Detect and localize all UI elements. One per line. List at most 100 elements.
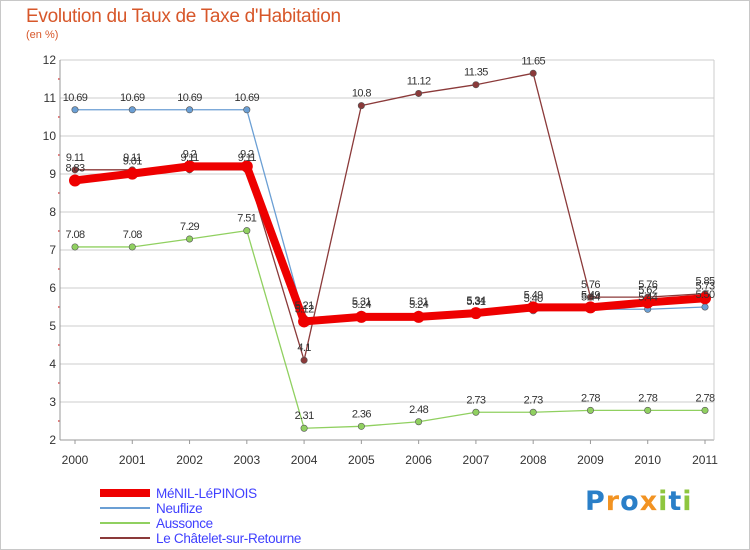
data-label: 5.49 bbox=[524, 289, 543, 301]
data-point bbox=[641, 296, 654, 309]
data-point bbox=[128, 106, 136, 114]
data-point bbox=[584, 301, 597, 314]
data-label: 9.01 bbox=[123, 156, 142, 168]
data-label: 9.2 bbox=[240, 148, 254, 160]
data-label: 10.69 bbox=[63, 92, 88, 104]
y-tick-label: 11 bbox=[44, 91, 57, 105]
x-tick-label: 2009 bbox=[577, 453, 604, 467]
data-label: 2.73 bbox=[524, 394, 543, 406]
chart-subtitle: (en %) bbox=[26, 29, 59, 41]
y-tick-label: 10 bbox=[43, 129, 57, 143]
data-point bbox=[357, 102, 365, 110]
data-point bbox=[469, 307, 482, 320]
data-point bbox=[701, 406, 709, 414]
data-label: 5.44 bbox=[581, 291, 600, 303]
logo-letter: t bbox=[668, 486, 683, 517]
data-point bbox=[415, 89, 423, 97]
legend-item: Aussonce bbox=[100, 516, 400, 531]
y-tick-label: 8 bbox=[49, 205, 56, 219]
data-label: 2.78 bbox=[638, 392, 657, 404]
series-line bbox=[74, 162, 706, 326]
legend-swatch bbox=[100, 507, 150, 509]
data-point bbox=[71, 166, 79, 174]
data-label: 9.11 bbox=[66, 152, 85, 164]
data-point bbox=[186, 106, 194, 114]
data-label: 11.65 bbox=[521, 55, 545, 67]
data-label: 5.31 bbox=[409, 296, 428, 308]
legend-label: Le Châtelet-sur-Retourne bbox=[156, 531, 302, 546]
logo-letter: i bbox=[682, 486, 693, 517]
data-point bbox=[472, 408, 480, 416]
data-point bbox=[415, 418, 423, 426]
legend-item: MéNIL-LéPINOIS bbox=[100, 486, 400, 501]
legend-label: Neuflize bbox=[156, 501, 203, 516]
data-point bbox=[186, 235, 194, 243]
data-point bbox=[412, 310, 425, 323]
legend-swatch bbox=[100, 537, 150, 539]
data-label: 5.24 bbox=[352, 299, 371, 311]
data-label: 5.85 bbox=[695, 276, 714, 288]
data-point bbox=[699, 292, 711, 305]
data-label: 5.21 bbox=[295, 300, 314, 312]
data-label: 2.36 bbox=[352, 408, 371, 420]
data-label: 2.78 bbox=[695, 392, 714, 404]
legend: MéNIL-LéPINOIS Neuflize Aussonce Le Châtele… bbox=[100, 486, 400, 546]
x-tick-label: 2006 bbox=[405, 453, 432, 467]
legend-swatch bbox=[100, 522, 150, 524]
data-point bbox=[529, 69, 537, 77]
data-point bbox=[701, 303, 709, 311]
legend-item: Neuflize bbox=[100, 501, 400, 516]
data-point bbox=[71, 243, 79, 251]
x-tick-label: 2002 bbox=[176, 453, 203, 467]
legend-swatch bbox=[100, 489, 150, 497]
x-tick-label: 2008 bbox=[520, 453, 547, 467]
data-label: 2.31 bbox=[295, 410, 314, 422]
data-point bbox=[586, 406, 594, 414]
data-point bbox=[183, 160, 196, 173]
data-label: 5.12 bbox=[295, 303, 314, 315]
data-label: 10.8 bbox=[352, 88, 371, 100]
data-point bbox=[644, 406, 652, 414]
data-label: 7.08 bbox=[123, 229, 142, 241]
data-label: 9.11 bbox=[238, 152, 257, 164]
data-label: 7.29 bbox=[180, 221, 199, 233]
data-label: 2.73 bbox=[466, 394, 485, 406]
data-point bbox=[69, 174, 81, 187]
data-label: 5.40 bbox=[524, 293, 543, 305]
data-label: 5.34 bbox=[466, 295, 485, 307]
data-point bbox=[472, 81, 480, 89]
data-point bbox=[355, 310, 368, 323]
data-point bbox=[243, 106, 251, 114]
data-label: 9.2 bbox=[183, 148, 197, 160]
x-tick-label: 2004 bbox=[291, 453, 318, 467]
data-point bbox=[527, 301, 540, 314]
y-tick-label: 3 bbox=[49, 395, 56, 409]
data-label: 2.48 bbox=[409, 404, 428, 416]
proxiti-logo: Proxiti bbox=[585, 486, 693, 517]
data-point bbox=[357, 422, 365, 430]
data-label: 5.76 bbox=[638, 279, 657, 291]
data-label: 10.69 bbox=[235, 92, 260, 104]
y-tick-label: 9 bbox=[49, 167, 56, 181]
logo-letter: r bbox=[605, 486, 621, 517]
x-tick-label: 2007 bbox=[463, 453, 490, 467]
data-point bbox=[126, 167, 139, 180]
data-point bbox=[243, 227, 251, 235]
line-chart: 2 3 4 5 6 7 8 9 10 11 12 2000 2001 2002 2003 2004 2005 20… bbox=[43, 53, 719, 467]
data-label: 7.08 bbox=[65, 229, 84, 241]
logo-letter: o bbox=[620, 486, 640, 517]
legend-label: Aussonce bbox=[156, 516, 213, 531]
data-label: 10.69 bbox=[120, 92, 145, 104]
logo-letter: P bbox=[585, 486, 606, 517]
data-label: 7.51 bbox=[237, 213, 256, 225]
x-tick-label: 2003 bbox=[233, 453, 260, 467]
x-tick-label: 2000 bbox=[62, 453, 89, 467]
data-point bbox=[240, 160, 253, 173]
data-label: 5.49 bbox=[581, 289, 600, 301]
data-label: 5.73 bbox=[695, 280, 714, 292]
data-point bbox=[300, 424, 308, 432]
y-tick-label: 7 bbox=[49, 243, 56, 257]
data-label: 5.76 bbox=[581, 279, 600, 291]
data-label: 8.83 bbox=[65, 162, 84, 174]
x-tick-label: 2010 bbox=[634, 453, 661, 467]
